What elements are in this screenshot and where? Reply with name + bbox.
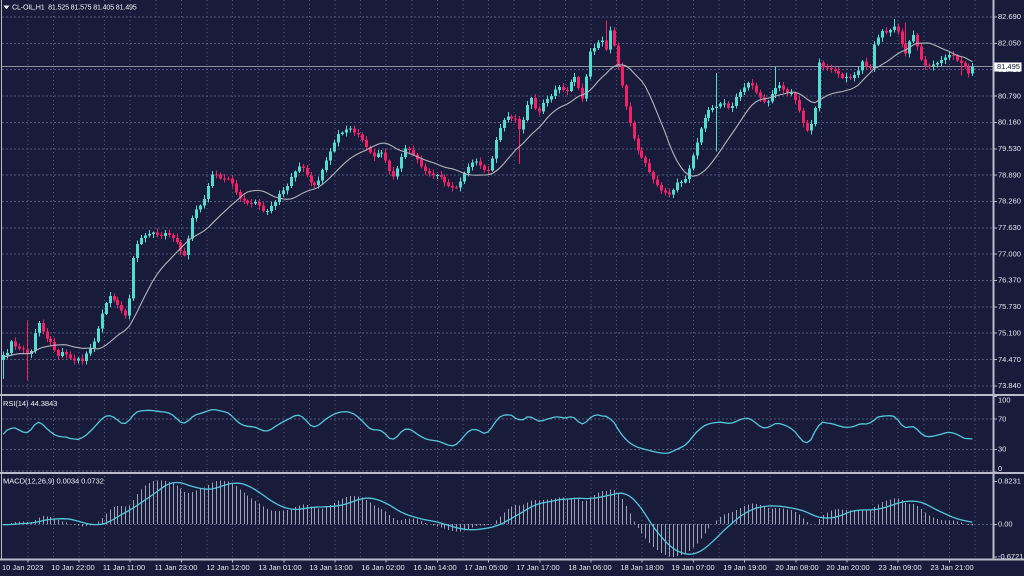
svg-text:11 Jan 11:00: 11 Jan 11:00 — [103, 563, 145, 572]
svg-text:82.690: 82.690 — [998, 12, 1021, 21]
svg-text:76.370: 76.370 — [998, 276, 1021, 285]
svg-text:MACD(12,26,9) 0.0034 0.0732: MACD(12,26,9) 0.0034 0.0732 — [3, 477, 104, 486]
svg-text:20 Jan 20:00: 20 Jan 20:00 — [826, 563, 869, 572]
svg-text:74.470: 74.470 — [998, 355, 1021, 364]
svg-text:13 Jan 01:00: 13 Jan 01:00 — [258, 563, 301, 572]
svg-text:19 Jan 07:00: 19 Jan 07:00 — [671, 563, 714, 572]
svg-text:80.160: 80.160 — [998, 118, 1021, 127]
svg-text:23 Jan 21:00: 23 Jan 21:00 — [930, 563, 973, 572]
svg-text:77.630: 77.630 — [998, 223, 1021, 232]
svg-text:19 Jan 19:00: 19 Jan 19:00 — [723, 563, 766, 572]
svg-text:30: 30 — [998, 445, 1006, 454]
svg-text:18 Jan 06:00: 18 Jan 06:00 — [568, 563, 611, 572]
svg-text:75.730: 75.730 — [998, 302, 1021, 311]
svg-text:82.050: 82.050 — [998, 39, 1021, 48]
svg-text:17 Jan 17:00: 17 Jan 17:00 — [516, 563, 559, 572]
svg-text:100: 100 — [998, 396, 1011, 405]
svg-text:0: 0 — [998, 464, 1002, 473]
svg-text:0.8231: 0.8231 — [998, 477, 1021, 486]
svg-text:0.00: 0.00 — [998, 520, 1013, 529]
svg-text:80.790: 80.790 — [998, 91, 1021, 100]
svg-text:11 Jan 23:00: 11 Jan 23:00 — [155, 563, 198, 572]
svg-text:-0.6721: -0.6721 — [998, 552, 1023, 561]
svg-text:16 Jan 14:00: 16 Jan 14:00 — [413, 563, 456, 572]
svg-text:18 Jan 18:00: 18 Jan 18:00 — [620, 563, 663, 572]
svg-text:17 Jan 05:00: 17 Jan 05:00 — [464, 563, 507, 572]
svg-text:23 Jan 09:00: 23 Jan 09:00 — [878, 563, 921, 572]
svg-text:16 Jan 02:00: 16 Jan 02:00 — [361, 563, 404, 572]
svg-text:78.890: 78.890 — [998, 170, 1021, 179]
svg-text:73.840: 73.840 — [998, 381, 1021, 390]
svg-text:78.260: 78.260 — [998, 197, 1021, 206]
svg-text:70: 70 — [998, 414, 1006, 423]
svg-text:12 Jan 12:00: 12 Jan 12:00 — [206, 563, 249, 572]
svg-text:77.000: 77.000 — [998, 249, 1021, 258]
svg-text:75.100: 75.100 — [998, 328, 1021, 337]
svg-text:10 Jan 22:00: 10 Jan 22:00 — [51, 563, 94, 572]
svg-text:10 Jan 2023: 10 Jan 2023 — [2, 563, 43, 572]
svg-text:79.530: 79.530 — [998, 144, 1021, 153]
svg-text:RSI(14) 44.3843: RSI(14) 44.3843 — [3, 399, 57, 408]
svg-text:13 Jan 13:00: 13 Jan 13:00 — [309, 563, 352, 572]
svg-text:20 Jan 08:00: 20 Jan 08:00 — [775, 563, 818, 572]
svg-text:CL-OIL,H1 81.525 81.575 81.40: CL-OIL,H1 81.525 81.575 81.405 81.495 — [12, 3, 137, 11]
svg-text:81.495: 81.495 — [997, 62, 1020, 71]
